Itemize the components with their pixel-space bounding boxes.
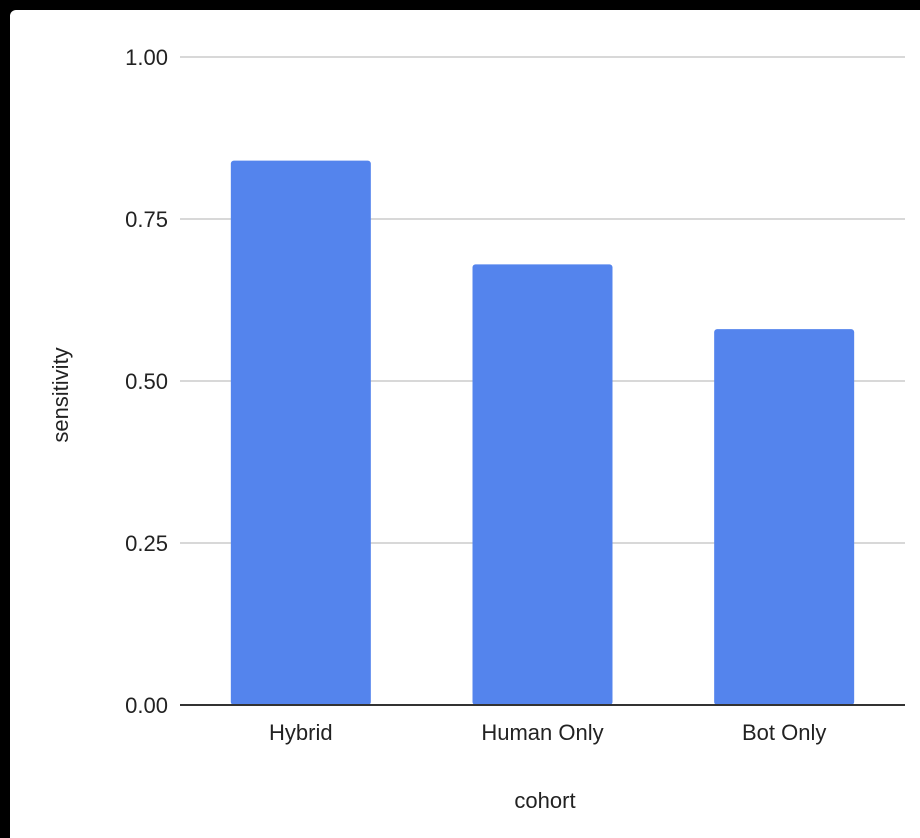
y-tick-label: 0.25 [125, 531, 168, 556]
y-tick-label: 0.00 [125, 693, 168, 718]
bar-bot-only [714, 329, 855, 705]
x-axis-title: cohort [514, 788, 575, 813]
x-axis-ticks: Hybrid Human Only Bot Only [269, 720, 826, 745]
x-tick-label: Hybrid [269, 720, 333, 745]
y-axis-ticks: 0.00 0.25 0.50 0.75 1.00 [125, 45, 168, 718]
bar-hybrid [230, 160, 371, 705]
bars [230, 160, 855, 705]
bar-human-only [472, 264, 613, 705]
y-tick-label: 0.50 [125, 369, 168, 394]
y-tick-label: 1.00 [125, 45, 168, 70]
y-axis-title: sensitivity [48, 347, 73, 442]
x-tick-label: Human Only [481, 720, 603, 745]
y-tick-label: 0.75 [125, 207, 168, 232]
x-tick-label: Bot Only [742, 720, 826, 745]
